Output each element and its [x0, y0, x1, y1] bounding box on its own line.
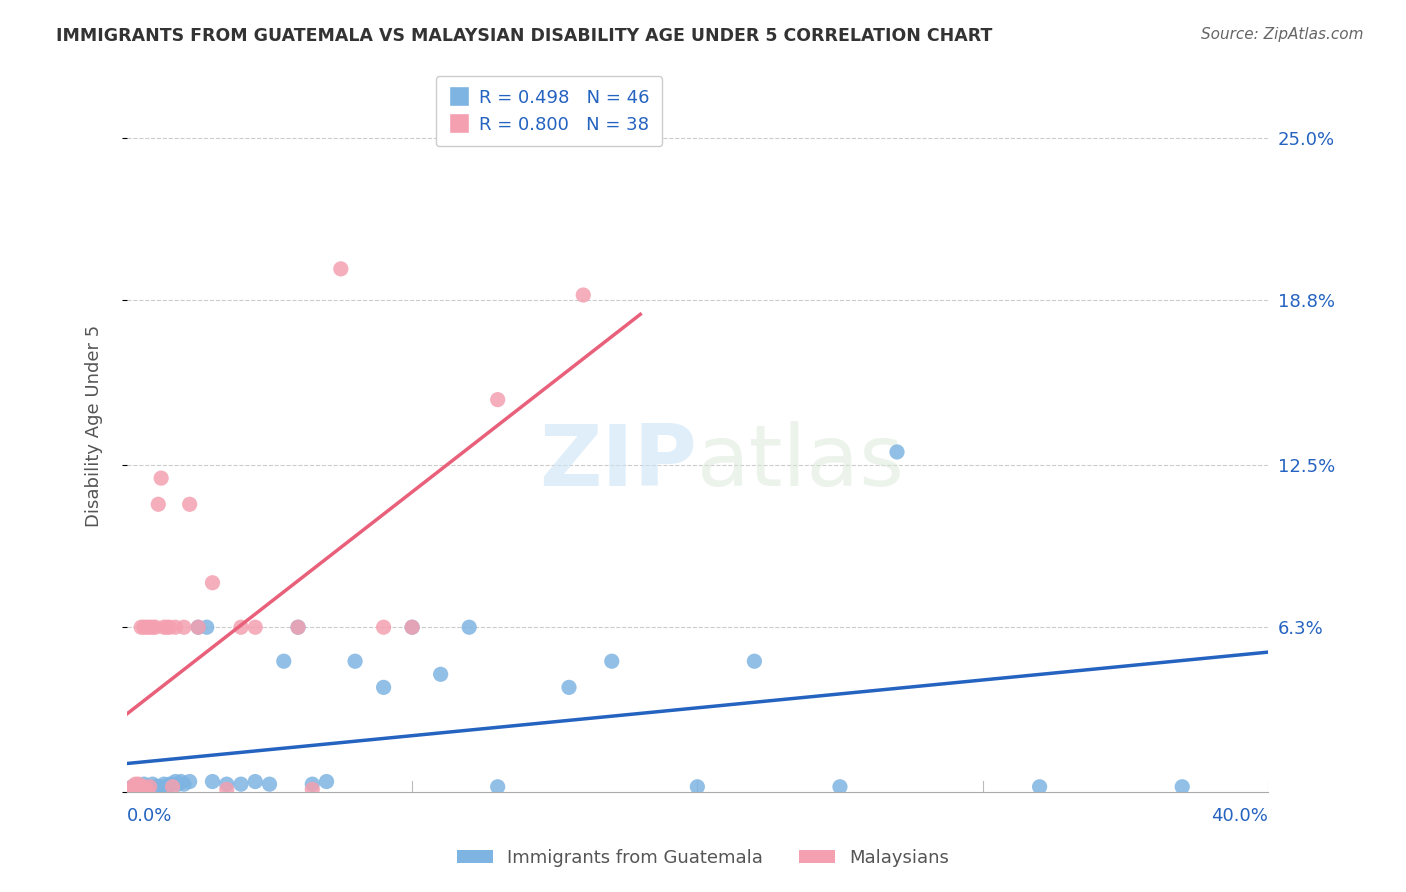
- Point: [329, 261, 352, 276]
- Point: [148, 780, 170, 794]
- Point: [245, 774, 267, 789]
- Point: [170, 774, 193, 789]
- Text: Source: ZipAtlas.com: Source: ZipAtlas.com: [1201, 27, 1364, 42]
- Point: [600, 654, 623, 668]
- Point: [287, 620, 309, 634]
- Text: 40.0%: 40.0%: [1211, 807, 1268, 825]
- Point: [138, 780, 160, 794]
- Point: [121, 780, 143, 794]
- Point: [301, 777, 323, 791]
- Point: [121, 782, 143, 797]
- Point: [173, 620, 195, 634]
- Point: [121, 780, 143, 794]
- Point: [132, 620, 155, 634]
- Point: [162, 780, 184, 794]
- Point: [124, 777, 146, 791]
- Point: [373, 681, 395, 695]
- Point: [179, 497, 201, 511]
- Point: [344, 654, 367, 668]
- Point: [159, 777, 181, 791]
- Point: [486, 780, 509, 794]
- Point: [150, 471, 173, 485]
- Point: [153, 777, 176, 791]
- Point: [127, 782, 149, 797]
- Point: [165, 620, 187, 634]
- Point: [135, 782, 157, 797]
- Point: [138, 782, 160, 797]
- Point: [142, 620, 165, 634]
- Point: [124, 780, 146, 794]
- Point: [187, 620, 209, 634]
- Point: [145, 780, 167, 794]
- Point: [215, 782, 238, 797]
- Point: [686, 780, 709, 794]
- Point: [135, 620, 157, 634]
- Point: [162, 777, 184, 791]
- Point: [486, 392, 509, 407]
- Point: [156, 780, 179, 794]
- Point: [828, 780, 851, 794]
- Legend: R = 0.498   N = 46, R = 0.800   N = 38: R = 0.498 N = 46, R = 0.800 N = 38: [436, 76, 662, 146]
- Point: [558, 681, 581, 695]
- Point: [127, 777, 149, 791]
- Point: [287, 620, 309, 634]
- Point: [135, 780, 157, 794]
- Point: [124, 782, 146, 797]
- Point: [138, 620, 160, 634]
- Point: [273, 654, 295, 668]
- Point: [148, 497, 170, 511]
- Point: [127, 782, 149, 797]
- Legend: Immigrants from Guatemala, Malaysians: Immigrants from Guatemala, Malaysians: [450, 842, 956, 874]
- Point: [129, 620, 152, 634]
- Point: [401, 620, 423, 634]
- Point: [458, 620, 481, 634]
- Point: [165, 774, 187, 789]
- Text: IMMIGRANTS FROM GUATEMALA VS MALAYSIAN DISABILITY AGE UNDER 5 CORRELATION CHART: IMMIGRANTS FROM GUATEMALA VS MALAYSIAN D…: [56, 27, 993, 45]
- Point: [153, 620, 176, 634]
- Point: [229, 777, 252, 791]
- Point: [132, 780, 155, 794]
- Text: atlas: atlas: [697, 421, 905, 504]
- Point: [179, 774, 201, 789]
- Point: [145, 620, 167, 634]
- Point: [1028, 780, 1050, 794]
- Point: [229, 620, 252, 634]
- Point: [187, 620, 209, 634]
- Point: [201, 575, 224, 590]
- Point: [156, 620, 179, 634]
- Point: [215, 777, 238, 791]
- Point: [429, 667, 451, 681]
- Point: [132, 782, 155, 797]
- Point: [150, 780, 173, 794]
- Y-axis label: Disability Age Under 5: Disability Age Under 5: [86, 325, 103, 527]
- Point: [132, 777, 155, 791]
- Point: [142, 777, 165, 791]
- Point: [572, 288, 595, 302]
- Point: [301, 782, 323, 797]
- Point: [118, 782, 141, 797]
- Point: [129, 780, 152, 794]
- Point: [245, 620, 267, 634]
- Text: 0.0%: 0.0%: [127, 807, 173, 825]
- Point: [195, 620, 218, 634]
- Point: [167, 777, 190, 791]
- Point: [886, 445, 908, 459]
- Point: [129, 780, 152, 794]
- Point: [201, 774, 224, 789]
- Point: [1171, 780, 1194, 794]
- Point: [744, 654, 766, 668]
- Point: [315, 774, 337, 789]
- Point: [259, 777, 281, 791]
- Point: [159, 620, 181, 634]
- Text: ZIP: ZIP: [540, 421, 697, 504]
- Point: [373, 620, 395, 634]
- Point: [173, 777, 195, 791]
- Point: [401, 620, 423, 634]
